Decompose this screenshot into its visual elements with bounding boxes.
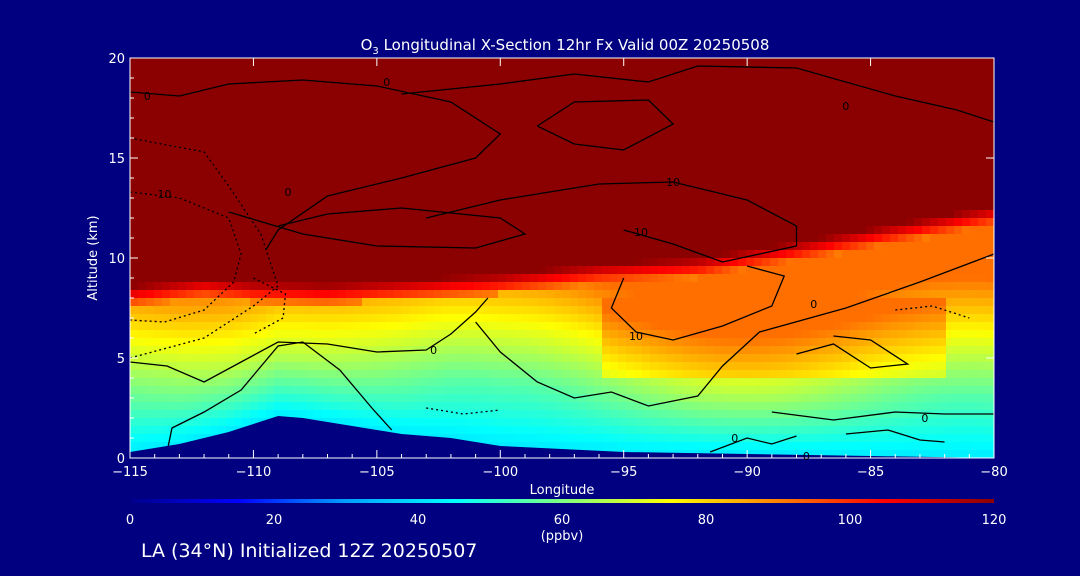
y-tick-label: 20 <box>108 52 125 67</box>
contour-line <box>536 99 675 151</box>
x-tick-label: −115 <box>112 465 148 480</box>
init-footer: LA (34°N) Initialized 12Z 20250507 <box>141 540 478 562</box>
contour-label: 10 <box>158 188 172 201</box>
contour-line <box>796 335 910 369</box>
contour-label: 0 <box>842 100 849 113</box>
colorbar-tick-label: 80 <box>698 513 715 528</box>
contour-line <box>401 65 994 123</box>
contour-label: 10 <box>666 176 680 189</box>
colorbar-tick-label: 120 <box>982 513 1007 528</box>
contour-line <box>845 429 945 443</box>
contour-label: 0 <box>810 298 817 311</box>
title-main: O <box>361 36 373 54</box>
colorbar-ramp <box>130 499 994 503</box>
contour-line <box>709 435 797 453</box>
contour-label: 10 <box>634 226 648 239</box>
contour-line-negative <box>130 137 279 359</box>
x-tick-label: −80 <box>980 465 1007 480</box>
y-tick-label: 5 <box>117 352 125 367</box>
contour-label: 0 <box>284 186 291 199</box>
contour-label: 0 <box>430 344 437 357</box>
terrain <box>130 416 994 458</box>
contour-line <box>426 181 798 263</box>
contour-line <box>610 265 786 341</box>
contour-line-negative <box>253 277 287 335</box>
x-tick-label: −95 <box>610 465 637 480</box>
title-rest: Longitudinal X-Section 12hr Fx Valid 00Z… <box>379 36 770 54</box>
contour-label: 0 <box>921 412 928 425</box>
x-tick-label: −90 <box>733 465 760 480</box>
contour-line-negative <box>130 191 242 323</box>
contour-label: 0 <box>383 76 390 89</box>
y-axis-label: Altitude (km) <box>86 215 101 300</box>
contour-line <box>228 207 527 249</box>
colorbar-tick-label: 0 <box>126 513 134 528</box>
x-tick-label: −85 <box>857 465 884 480</box>
contour-line <box>166 341 393 453</box>
contour-lines <box>130 65 994 453</box>
contour-line <box>475 253 994 407</box>
colorbar-ticks: 0 20 40 60 80 100 120 <box>126 513 1007 528</box>
colorbar-tick-label: 100 <box>838 513 863 528</box>
chart-title: O3 Longitudinal X-Section 12hr Fx Valid … <box>361 36 770 57</box>
x-axis-label: Longitude <box>530 483 595 498</box>
ozone-field <box>130 58 994 458</box>
contour-label: 0 <box>803 450 810 463</box>
x-tick-label: −100 <box>482 465 518 480</box>
x-tick-label: −105 <box>359 465 395 480</box>
plot-area <box>130 58 994 458</box>
title-subscript: 3 <box>372 46 378 57</box>
colorbar-tick-label: 40 <box>410 513 427 528</box>
y-tick-label: 15 <box>108 152 125 167</box>
contour-labels: 0 0 0 10 0 10 10 0 10 0 0 0 0 <box>144 76 929 463</box>
colorbar-label: (ppbv) <box>541 529 584 544</box>
colorbar: 0 20 40 60 80 100 120 (ppbv) <box>126 499 1007 544</box>
contour-line <box>130 297 489 383</box>
contour-line <box>130 79 502 251</box>
x-tick-label: −110 <box>236 465 272 480</box>
x-axis: −115 −110 −105 −100 −95 −90 −85 −80 <box>112 58 1008 480</box>
colorbar-tick-label: 60 <box>554 513 571 528</box>
y-axis: 0 5 10 15 20 <box>108 52 994 467</box>
contour-label: 10 <box>629 330 643 343</box>
contour-label: 0 <box>731 432 738 445</box>
colorbar-tick-label: 20 <box>266 513 283 528</box>
contour-label: 0 <box>144 90 151 103</box>
contour-line <box>771 411 994 421</box>
y-tick-label: 10 <box>108 252 125 267</box>
y-tick-label: 0 <box>117 452 125 467</box>
